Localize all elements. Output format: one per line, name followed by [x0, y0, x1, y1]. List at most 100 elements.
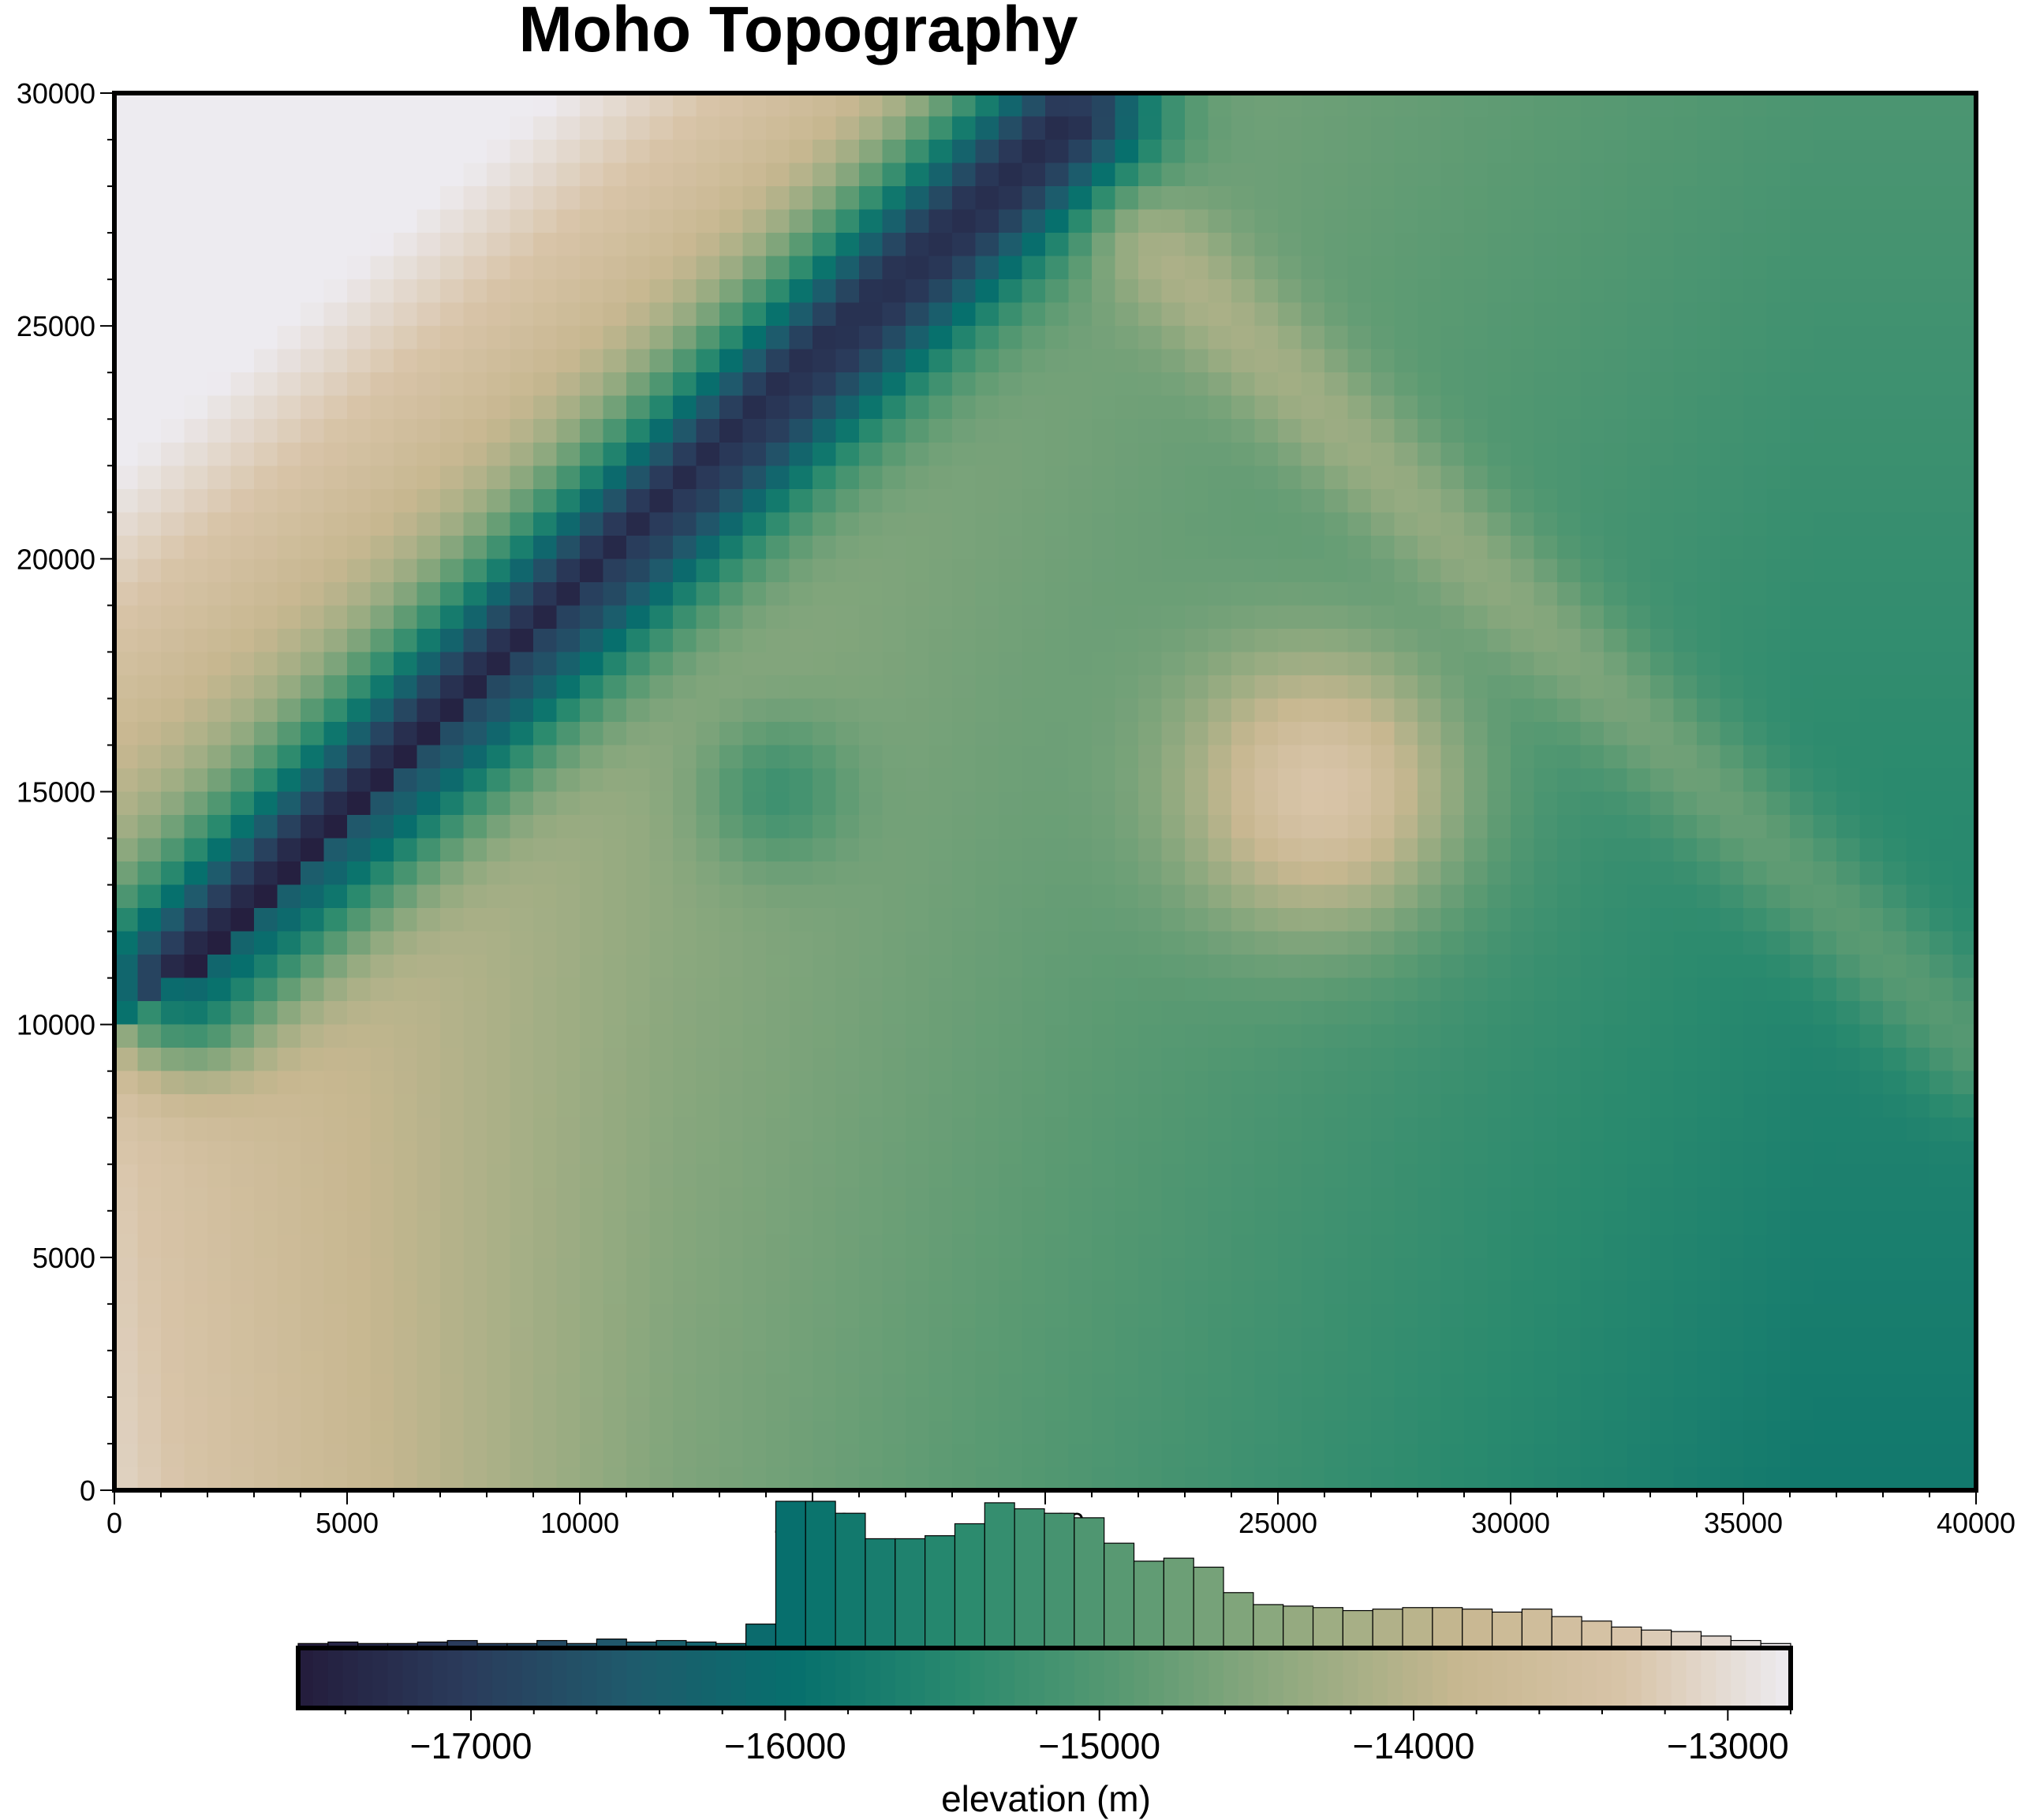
x-tick-label: 35000 — [1704, 1507, 1783, 1539]
histogram-bar — [1372, 1609, 1403, 1649]
colorbar-segment — [491, 1648, 508, 1708]
colorbar-segment — [700, 1648, 717, 1708]
colorbar-segment — [1507, 1648, 1523, 1708]
y-tick-label: 30000 — [17, 77, 95, 110]
histogram-bar — [1402, 1607, 1433, 1649]
colorbar-segment — [1044, 1648, 1060, 1708]
x-tick-label: 10000 — [540, 1507, 619, 1539]
colorbar-segment — [1477, 1648, 1493, 1708]
colorbar-label: elevation (m) — [941, 1778, 1151, 1819]
colorbar-tick-label: −13000 — [1667, 1725, 1789, 1766]
colorbar-segment — [671, 1648, 687, 1708]
colorbar-segment — [1373, 1648, 1388, 1708]
colorbar-segment — [1447, 1648, 1463, 1708]
colorbar-segment — [895, 1648, 911, 1708]
colorbar-segment — [999, 1648, 1015, 1708]
colorbar-segment — [1686, 1648, 1702, 1708]
colorbar-segment — [611, 1648, 627, 1708]
histogram-bar — [1521, 1609, 1552, 1649]
colorbar-segment — [1194, 1648, 1209, 1708]
colorbar-segment — [1223, 1648, 1239, 1708]
histogram-bar — [1163, 1557, 1194, 1649]
colorbar-segment — [298, 1648, 314, 1708]
colorbar-segment — [1164, 1648, 1179, 1708]
colorbar-segment — [402, 1648, 418, 1708]
colorbar-segment — [432, 1648, 448, 1708]
colorbar-segment — [1418, 1648, 1433, 1708]
colorbar-segment — [1522, 1648, 1537, 1708]
colorbar-segment — [685, 1648, 702, 1708]
histogram-bar — [1342, 1609, 1373, 1649]
histogram-bar — [1223, 1592, 1254, 1649]
colorbar-tick-label: −17000 — [410, 1725, 532, 1766]
colorbar-segment — [342, 1648, 359, 1708]
colorbar-segment — [820, 1648, 836, 1708]
colorbar-segment — [910, 1648, 926, 1708]
histogram-bar — [805, 1500, 836, 1649]
colorbar-segment — [1537, 1648, 1552, 1708]
colorbar-segment — [1746, 1648, 1761, 1708]
colorbar-segment — [1597, 1648, 1612, 1708]
histogram-bar — [1432, 1607, 1463, 1649]
colorbar-segment — [641, 1648, 657, 1708]
histogram-bar — [1641, 1629, 1672, 1649]
histogram-bar — [1312, 1607, 1344, 1649]
colorbar-segment — [551, 1648, 568, 1708]
map-panel: 0 5000 10000 15000 20000 25000 30000 35000 40000… — [17, 77, 2015, 1539]
colorbar-segment — [1716, 1648, 1731, 1708]
colorbar-segment — [1059, 1648, 1075, 1708]
colorbar-segment — [925, 1648, 941, 1708]
histogram-bar — [1462, 1609, 1493, 1649]
colorbar-segment — [790, 1648, 806, 1708]
histogram-bar — [1611, 1626, 1642, 1649]
colorbar-segment — [312, 1648, 329, 1708]
histogram-bar — [745, 1624, 777, 1649]
histogram-bar — [984, 1502, 1015, 1649]
colorbar-segment — [805, 1648, 821, 1708]
colorbar-segment — [1731, 1648, 1746, 1708]
histogram-bar — [895, 1538, 926, 1649]
histogram-bar — [1044, 1512, 1075, 1649]
histogram-bar — [1671, 1631, 1702, 1649]
x-tick-label: 40000 — [1937, 1507, 2015, 1539]
colorbar-segment — [1119, 1648, 1135, 1708]
colorbar-segment — [880, 1648, 896, 1708]
colorbar-tick-label: −15000 — [1038, 1725, 1160, 1766]
colorbar-segment — [387, 1648, 404, 1708]
colorbar-segment — [656, 1648, 672, 1708]
colorbar-segment — [447, 1648, 463, 1708]
colorbar-segment — [327, 1648, 344, 1708]
histogram-bar — [1193, 1566, 1224, 1649]
colorbar-segment — [1014, 1648, 1030, 1708]
histogram-bar — [1074, 1517, 1105, 1649]
colorbar-segment — [1776, 1648, 1791, 1708]
colorbar-segment — [1611, 1648, 1627, 1708]
colorbar-tick-label: −14000 — [1353, 1725, 1475, 1766]
x-tick-label: 25000 — [1238, 1507, 1317, 1539]
colorbar-segment — [1552, 1648, 1567, 1708]
chart-title: Moho Topography — [518, 0, 1078, 65]
colorbar-segment — [1343, 1648, 1358, 1708]
colorbar-segment — [1358, 1648, 1373, 1708]
colorbar-segment — [626, 1648, 642, 1708]
y-tick-label: 25000 — [17, 310, 95, 342]
colorbar-segment — [1074, 1648, 1090, 1708]
colorbar-segment — [954, 1648, 970, 1708]
colorbar-segment — [969, 1648, 985, 1708]
colorbar-segment — [1238, 1648, 1254, 1708]
colorbar-segment — [1388, 1648, 1403, 1708]
colorbar-segment — [1626, 1648, 1642, 1708]
histogram-bar — [1491, 1611, 1523, 1649]
colorbar-tick-label: −16000 — [724, 1725, 846, 1766]
x-tick-label: 0 — [106, 1507, 122, 1539]
colorbar-segment — [1492, 1648, 1508, 1708]
colorbar-segment — [1582, 1648, 1597, 1708]
histogram-bar — [1551, 1616, 1582, 1649]
y-tick-label: 5000 — [32, 1242, 95, 1274]
colorbar-segment — [940, 1648, 956, 1708]
colorbar: −17000 −16000 −15000 −14000 −13000 — [296, 1646, 1793, 1766]
colorbar-segment — [1089, 1648, 1105, 1708]
histogram-bar — [775, 1500, 806, 1649]
colorbar-segment — [1268, 1648, 1284, 1708]
colorbar-segment — [745, 1648, 762, 1708]
